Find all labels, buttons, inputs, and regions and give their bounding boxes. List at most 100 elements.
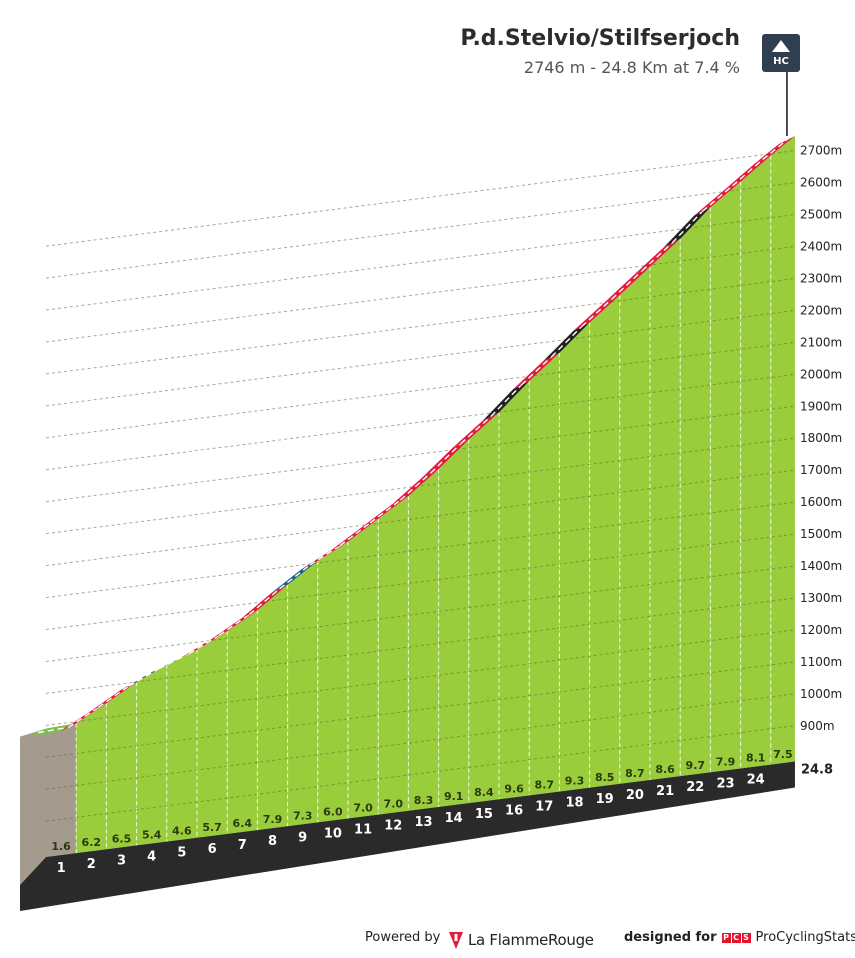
profile-fill-segment <box>710 181 741 773</box>
road-centerline <box>762 139 788 160</box>
elevation-tick-label: 2100m <box>800 335 842 349</box>
elevation-tick-label: 2300m <box>800 271 842 285</box>
elevation-tick-label: 1500m <box>800 527 842 541</box>
km-label: 23 <box>716 776 734 791</box>
km-label: 13 <box>414 815 432 830</box>
km-label: 22 <box>686 780 704 795</box>
road-segment <box>332 518 379 550</box>
profile-fill-segment <box>106 682 137 850</box>
km-label: 10 <box>324 826 342 841</box>
gradient-label: 7.9 <box>263 813 283 826</box>
road-segment <box>271 561 318 593</box>
elevation-tick-label: 2600m <box>800 176 842 190</box>
km-label: 21 <box>656 784 674 799</box>
gradient-label: 5.7 <box>202 821 222 834</box>
base-band <box>20 761 795 911</box>
road-segment <box>694 181 741 216</box>
road-centerline <box>188 634 220 655</box>
km-label: 3 <box>117 853 126 868</box>
elevation-tick-label: 2400m <box>800 240 842 254</box>
profile-fill-segment <box>468 412 499 804</box>
profile-fill-segment <box>136 664 167 846</box>
km-label: 14 <box>445 811 463 826</box>
road-centerline <box>67 706 99 729</box>
km-label: 5 <box>177 846 186 861</box>
flamme-rouge-name: La FlammeRouge <box>468 931 594 949</box>
gradient-label: 9.7 <box>686 759 706 772</box>
km-label: 12 <box>384 819 402 834</box>
flamme-rouge-icon <box>449 932 463 949</box>
elevation-tick-label: 1000m <box>800 687 842 701</box>
km-label: 15 <box>475 807 493 822</box>
elevation-tick-label: 1700m <box>800 463 842 477</box>
designed-for-text: designed for <box>624 930 717 945</box>
km-label: 18 <box>565 796 583 811</box>
gradient-label: 9.6 <box>504 782 524 795</box>
profile-fill-segment <box>408 469 439 811</box>
road-segment <box>362 496 409 527</box>
total-distance-label: 24.8 <box>801 763 833 778</box>
km-label: 2 <box>87 857 96 872</box>
gradient-label: 8.1 <box>746 752 766 765</box>
road-centerline <box>37 726 69 734</box>
road-centerline <box>128 668 160 687</box>
elevation-tick-label: 2200m <box>800 303 842 317</box>
road-centerline <box>158 653 190 670</box>
road-centerline <box>641 242 673 272</box>
km-label: 9 <box>298 830 307 845</box>
road-centerline <box>369 499 401 524</box>
profile-start-face <box>20 728 46 885</box>
road-centerline <box>490 384 522 417</box>
mountain-icon <box>772 40 790 52</box>
pcs-brand: ProCyclingStats <box>755 930 855 945</box>
la-flamme-rouge-logo[interactable]: La FlammeRouge <box>448 930 594 950</box>
pcs-logo-icon: P C S <box>721 932 751 943</box>
pcs-letter-s: S <box>741 932 751 943</box>
gradient-label: 6.5 <box>112 832 132 845</box>
gradient-label: 8.3 <box>414 794 434 807</box>
road-centerline <box>732 158 764 187</box>
gradient-label: 8.7 <box>625 767 645 780</box>
elevation-tick-label: 1900m <box>800 399 842 413</box>
profile-fill-segment <box>438 439 469 807</box>
gradient-label: 7.5 <box>773 748 793 761</box>
profile-fill-segment <box>770 135 795 765</box>
road-centerline <box>97 685 130 708</box>
designed-for-block[interactable]: designed for P C S ProCyclingStats <box>624 930 855 945</box>
road-centerline <box>279 564 311 590</box>
gradient-label: 4.6 <box>172 825 192 838</box>
km-label: 24 <box>747 773 765 788</box>
pcs-letter-c: C <box>731 932 741 943</box>
road-centerline <box>581 298 613 328</box>
km-label: 6 <box>208 842 217 857</box>
km-label: 7 <box>238 838 247 853</box>
km-label: 4 <box>147 850 156 865</box>
gradient-label: 7.0 <box>353 802 373 815</box>
road-centerline <box>460 415 492 445</box>
road-centerline <box>520 356 552 386</box>
km-label: 11 <box>354 823 372 838</box>
profile-fill-segment <box>197 631 228 838</box>
profile-fill-segment <box>348 518 379 819</box>
elevation-tick-label: 1800m <box>800 431 842 445</box>
elevation-tick-label: 1200m <box>800 623 842 637</box>
hc-badge-label: HC <box>773 56 789 67</box>
gradient-label: 9.3 <box>565 775 585 788</box>
profile-fill-segment <box>650 238 681 780</box>
profile-fill-segment <box>740 155 771 769</box>
profile-fill-segment <box>76 703 107 854</box>
pcs-letter-p: P <box>721 932 731 943</box>
hc-badge-icon <box>762 34 800 72</box>
profile-fill-segment <box>680 207 711 777</box>
km-label: 17 <box>535 799 553 814</box>
gradient-label: 6.0 <box>323 805 343 818</box>
road-centerline <box>218 613 250 636</box>
gradient-label: 9.1 <box>444 790 464 803</box>
gradient-label: 8.5 <box>595 771 615 784</box>
km-label: 16 <box>505 803 523 818</box>
gradient-label: 8.7 <box>535 778 555 791</box>
km-label: 8 <box>268 834 277 849</box>
gradient-label: 8.4 <box>474 786 494 799</box>
profile-fill-segment <box>559 322 590 792</box>
profile-fill-segment <box>529 352 560 796</box>
